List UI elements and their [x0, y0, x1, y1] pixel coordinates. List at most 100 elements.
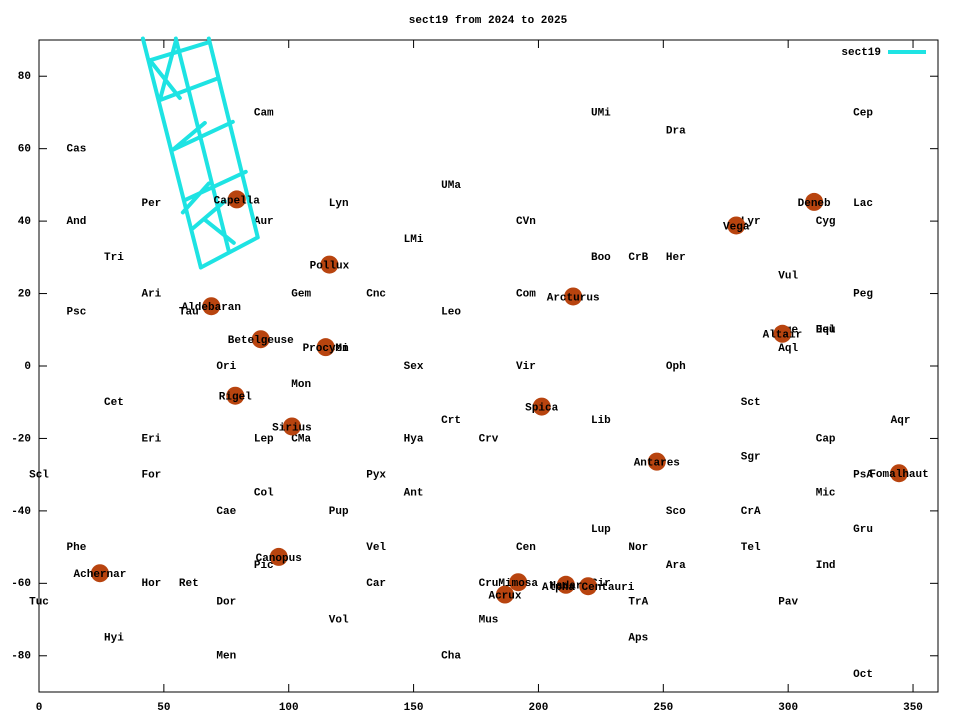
- y-tick-label: 0: [24, 361, 31, 373]
- star-label: Aldebaran: [182, 302, 241, 314]
- star-dot: [202, 297, 221, 316]
- y-tick-label: 20: [18, 288, 31, 300]
- constellation-label: Hyi: [104, 633, 124, 645]
- constellation-label: Tuc: [29, 596, 49, 608]
- y-tick-label: -40: [11, 506, 31, 518]
- star-label: Alpha Centauri: [542, 582, 635, 594]
- constellation-label: Hya: [404, 433, 424, 445]
- constellation-label: Peg: [853, 288, 873, 300]
- constellation-label: PsA: [853, 470, 873, 482]
- constellation-label: Pyx: [366, 470, 386, 482]
- x-tick-label: 0: [36, 702, 43, 714]
- constellation-label: Ara: [666, 560, 686, 572]
- y-tick-label: -20: [11, 433, 31, 445]
- constellation-label: Cae: [216, 506, 236, 518]
- star-dot: [556, 575, 575, 594]
- star-dot: [90, 564, 109, 583]
- constellation-label: Her: [666, 252, 686, 264]
- chart-title: sect19 from 2024 to 2025: [409, 15, 568, 27]
- constellation-label: Sex: [404, 361, 424, 373]
- constellation-label: Lep: [254, 433, 274, 445]
- constellation-label: Phe: [67, 542, 87, 554]
- constellation-label: CrB: [628, 252, 648, 264]
- constellation-label: Crv: [479, 433, 499, 445]
- constellation-label: Tri: [104, 252, 124, 264]
- star-label: Betelgeuse: [228, 335, 294, 347]
- constellation-label: Tau: [179, 307, 199, 319]
- constellation-label: Cet: [104, 397, 124, 409]
- constellation-label: Vir: [516, 361, 536, 373]
- constellation-label: Ori: [216, 361, 236, 373]
- star-label: Altair: [763, 330, 803, 342]
- constellation-label: Sgr: [741, 451, 761, 463]
- constellation-label: Sco: [666, 506, 686, 518]
- constellation-label: Dor: [216, 596, 236, 608]
- star-dot: [532, 397, 551, 416]
- star-label: Vega: [723, 221, 750, 233]
- constellation-label: TrA: [628, 596, 648, 608]
- star-dot: [647, 452, 666, 471]
- constellation-label: Aps: [628, 633, 648, 645]
- x-tick-label: 50: [157, 702, 170, 714]
- constellation-label: Cha: [441, 651, 461, 663]
- constellation-label: Vol: [329, 614, 349, 626]
- constellation-label: Cap: [816, 433, 836, 445]
- star-dot: [251, 330, 270, 349]
- star-label: Canopus: [256, 553, 302, 565]
- y-tick-label: 80: [18, 71, 31, 83]
- constellation-label: Pic: [254, 560, 274, 572]
- constellation-label: Scl: [29, 470, 49, 482]
- constellation-label: Mon: [291, 379, 311, 391]
- constellation-label: Per: [141, 198, 161, 210]
- star-dot: [579, 577, 598, 596]
- y-tick-label: 60: [18, 144, 31, 156]
- constellation-label: Vel: [366, 542, 386, 554]
- constellation-label: Lib: [591, 415, 611, 427]
- constellation-label: Mic: [816, 488, 836, 500]
- star-label: Fomalhaut: [869, 469, 928, 481]
- star-dot: [805, 192, 824, 211]
- constellation-label: Cyg: [816, 216, 836, 228]
- constellation-label: Aur: [254, 216, 274, 228]
- star-dot: [320, 255, 339, 274]
- star-dot: [227, 190, 246, 209]
- constellation-label: Pav: [778, 596, 798, 608]
- constellation-label: Hor: [141, 578, 161, 590]
- constellation-label: Mus: [479, 614, 499, 626]
- constellation-label: Nor: [628, 542, 648, 554]
- x-tick-label: 100: [279, 702, 299, 714]
- star-label: Procyon: [303, 343, 349, 355]
- constellation-label: Aql: [778, 343, 798, 355]
- x-tick-label: 250: [653, 702, 673, 714]
- constellation-label: Lac: [853, 198, 873, 210]
- star-label: Rigel: [219, 392, 252, 404]
- star-label: Mimosa: [498, 578, 538, 590]
- footprint-line: [140, 36, 260, 270]
- constellation-label: Cnc: [366, 288, 386, 300]
- constellation-label: Tel: [741, 542, 761, 554]
- star-dot: [509, 573, 528, 592]
- constellation-label: Ant: [404, 488, 424, 500]
- constellation-label: CrA: [741, 506, 761, 518]
- constellation-label: Leo: [441, 307, 461, 319]
- constellation-label: Equ: [816, 325, 836, 337]
- constellation-label: Sct: [741, 397, 761, 409]
- constellation-label: Ret: [179, 578, 199, 590]
- legend-label: sect19: [841, 47, 881, 59]
- star-label: Pollux: [310, 260, 350, 272]
- constellation-label: And: [67, 216, 87, 228]
- star-dot: [316, 338, 335, 357]
- constellation-label: CMa: [291, 433, 311, 445]
- constellation-label: Cam: [254, 107, 274, 119]
- constellation-label: LMi: [404, 234, 424, 246]
- constellation-label: Col: [254, 488, 274, 500]
- star-dot: [727, 216, 746, 235]
- constellation-label: Lyn: [329, 198, 349, 210]
- constellation-label: Car: [366, 578, 386, 590]
- star-label: Capella: [214, 195, 261, 207]
- constellation-label: Cas: [67, 144, 87, 156]
- star-label: Deneb: [798, 198, 831, 210]
- star-label: Arcturus: [547, 292, 600, 304]
